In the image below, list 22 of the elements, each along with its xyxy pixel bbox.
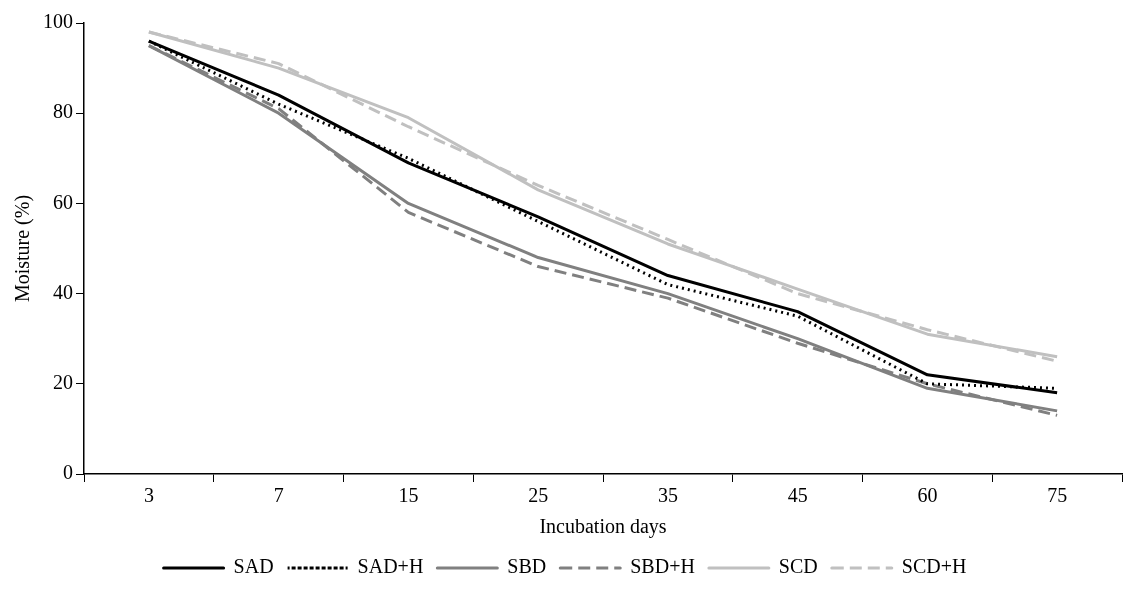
- x-tick-label: 35: [657, 484, 678, 507]
- x-tick-label: 25: [528, 484, 549, 507]
- x-tick-label: 3: [143, 484, 154, 507]
- legend-label: SCD+H: [901, 555, 967, 578]
- y-axis-title: Moisture (%): [11, 194, 35, 303]
- x-tick-label: 75: [1047, 484, 1068, 507]
- y-tick-label: 0: [63, 461, 73, 484]
- legend-label: SBD: [507, 555, 547, 578]
- y-tick-label: 100: [43, 10, 73, 33]
- x-tick-label: 7: [273, 484, 284, 507]
- y-tick-label: 40: [53, 280, 73, 303]
- x-tick-label: 15: [398, 484, 419, 507]
- legend-label: SAD+H: [357, 555, 424, 578]
- x-axis-title: Incubation days: [539, 515, 667, 539]
- legend-label: SAD: [233, 555, 274, 578]
- legend-label: SCD: [778, 555, 818, 578]
- legend-label: SBD+H: [630, 555, 695, 578]
- x-tick-label: 45: [787, 484, 808, 507]
- x-tick-label: 60: [917, 484, 938, 507]
- y-tick-label: 20: [53, 371, 73, 394]
- y-tick-label: 80: [53, 100, 73, 123]
- y-tick-label: 60: [53, 190, 73, 213]
